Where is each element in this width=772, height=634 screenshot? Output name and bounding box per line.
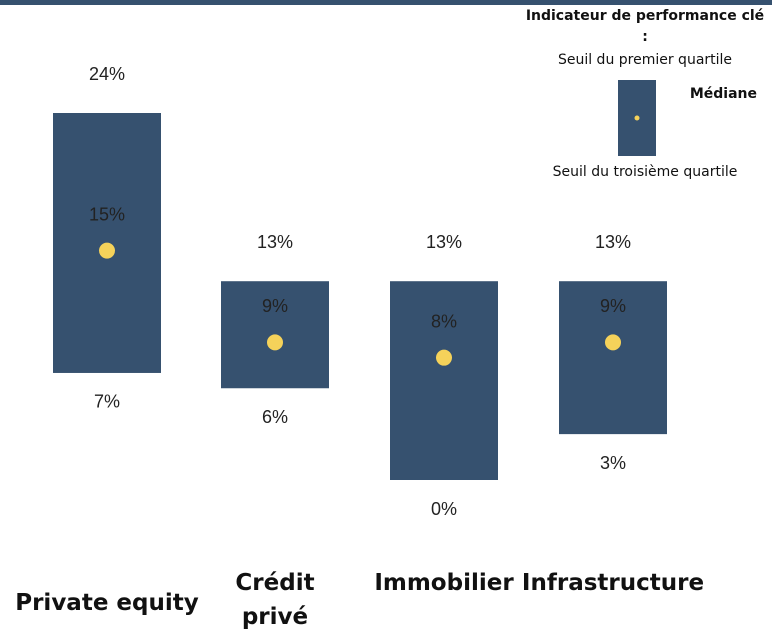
median-label: 8% <box>431 311 457 331</box>
high-label: 13% <box>257 232 293 252</box>
range-bar <box>559 281 667 435</box>
category-label: Immobilier <box>374 570 514 596</box>
category-label: Crédit privé <box>235 570 315 630</box>
median-dot <box>436 349 452 366</box>
top-strip <box>0 0 772 5</box>
range-bar <box>390 281 498 480</box>
legend-high: Seuil du premier quartile <box>557 52 733 68</box>
median-label: 9% <box>262 296 288 316</box>
median-dot <box>267 334 283 351</box>
legend-title: Indicateur de performance clé : <box>525 8 765 45</box>
median-dot <box>605 334 621 351</box>
median-label: 9% <box>600 296 626 316</box>
legend-low: Seuil du troisième quartile <box>552 164 738 180</box>
median-label: 15% <box>89 204 125 224</box>
low-label: 3% <box>600 453 626 473</box>
low-label: 6% <box>262 407 288 427</box>
legend-dot <box>634 115 640 121</box>
high-label: 13% <box>595 232 631 252</box>
high-label: 13% <box>426 232 462 252</box>
category-label: Infrastructure <box>521 570 705 596</box>
low-label: 0% <box>431 499 457 519</box>
low-label: 7% <box>94 392 120 412</box>
legend-median: Médiane <box>689 86 757 102</box>
category-label: Private equity <box>15 590 199 616</box>
high-label: 24% <box>89 64 125 84</box>
median-dot <box>99 242 115 259</box>
